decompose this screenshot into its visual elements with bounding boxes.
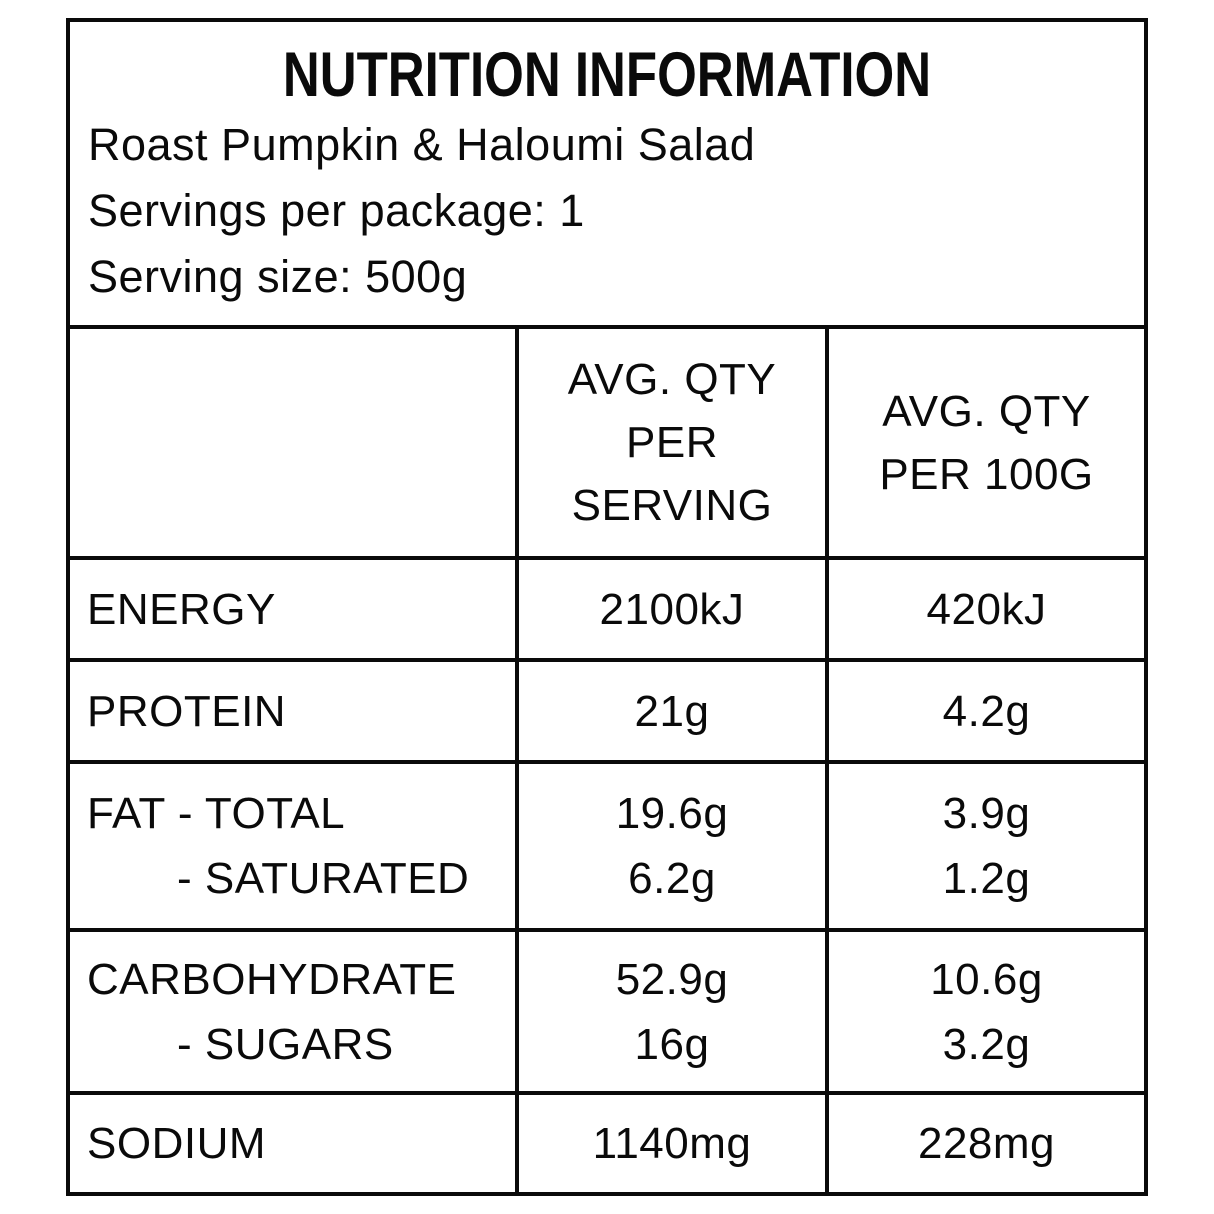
nutrient-label: FAT - TOTAL [87,789,346,838]
table-row-energy-per-serving: 2100kJ [519,560,825,658]
nutrient-value: 3.9g [942,789,1031,838]
column-header-line: SERVING [571,481,773,530]
product-name: Roast Pumpkin & Haloumi Salad [88,119,756,170]
nutrient-label: SODIUM [87,1119,266,1168]
nutrient-subvalue: 3.2g [942,1019,1031,1069]
column-header-per-serving: AVG. QTY PER SERVING [519,329,825,556]
nutrient-value: 4.2g [942,686,1031,736]
nutrition-table: AVG. QTY PER SERVING AVG. QTY PER 100G E… [70,325,1144,1192]
nutrient-value: 1140mg [592,1119,752,1168]
nutrient-subvalue: 1.2g [942,854,1031,903]
table-row-protein-per-100g: 4.2g [829,662,1144,760]
nutrient-value: 2100kJ [599,584,745,634]
nutrient-label: PROTEIN [87,686,287,736]
nutrient-sublabel: - SATURATED [177,854,470,903]
table-row-protein-per-serving: 21g [519,662,825,760]
table-row-fat-label: FAT - TOTAL - SATURATED [70,764,515,928]
nutrient-label: ENERGY [87,584,276,634]
column-header-line: PER 100G [879,449,1094,499]
column-header-line: AVG. QTY [567,355,777,404]
table-row-sodium-label: SODIUM [70,1095,515,1192]
panel-header: NUTRITION INFORMATION Roast Pumpkin & Ha… [70,22,1144,325]
table-row-carbohydrate-label: CARBOHYDRATE - SUGARS [70,932,515,1091]
nutrient-subvalue: 6.2g [628,854,716,903]
nutrient-value: 52.9g [615,954,729,1004]
column-header-nutrient-blank [70,329,515,556]
column-header-line: AVG. QTY [882,386,1091,436]
nutrient-value: 10.6g [930,954,1043,1004]
table-row-carbohydrate-per-100g: 10.6g 3.2g [829,932,1144,1091]
table-row-sodium-per-100g: 228mg [829,1095,1144,1192]
panel-title: NUTRITION INFORMATION [282,40,932,110]
nutrient-value: 420kJ [926,584,1047,634]
servings-per-package: Servings per package: 1 [88,185,585,236]
table-row-fat-per-serving: 19.6g 6.2g [519,764,825,928]
table-row-energy-label: ENERGY [70,560,515,658]
nutrition-information-panel: NUTRITION INFORMATION Roast Pumpkin & Ha… [66,18,1148,1196]
table-row-protein-label: PROTEIN [70,662,515,760]
table-row-sodium-per-serving: 1140mg [519,1095,825,1192]
nutrient-label: CARBOHYDRATE [87,954,457,1004]
nutrient-sublabel: - SUGARS [177,1019,394,1069]
nutrient-value: 19.6g [615,789,729,838]
serving-size: Serving size: 500g [88,251,468,302]
table-row-fat-per-100g: 3.9g 1.2g [829,764,1144,928]
table-row-carbohydrate-per-serving: 52.9g 16g [519,932,825,1091]
nutrient-value: 21g [634,686,710,736]
column-header-per-100g: AVG. QTY PER 100G [829,329,1144,556]
column-header-line: PER [626,418,718,467]
table-row-energy-per-100g: 420kJ [829,560,1144,658]
panel-subheader: Roast Pumpkin & Haloumi Salad Servings p… [70,112,1144,310]
nutrient-subvalue: 16g [634,1019,710,1069]
nutrient-value: 228mg [917,1119,1056,1168]
